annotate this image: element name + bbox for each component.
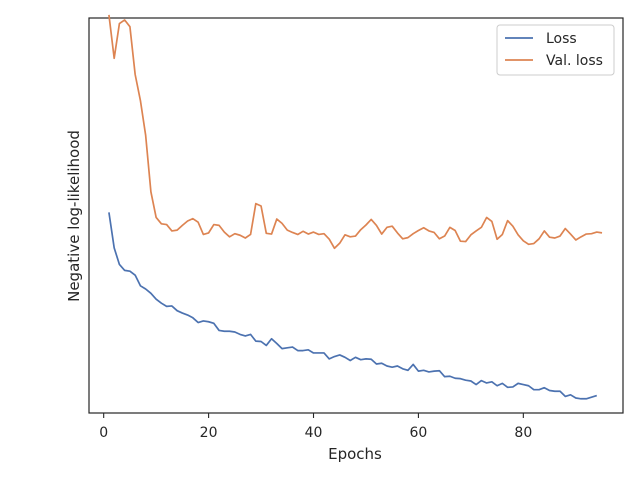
plot-area bbox=[88, 14, 624, 414]
legend-label-val-loss: Val. loss bbox=[546, 53, 603, 69]
x-tick-label: 40 bbox=[305, 425, 323, 441]
x-tick-label: 20 bbox=[200, 425, 218, 441]
legend: Loss Val. loss bbox=[496, 24, 615, 76]
series-line-loss bbox=[108, 212, 598, 400]
x-axis-ticks: 0 20 40 60 80 bbox=[99, 413, 532, 441]
x-tick-label: 80 bbox=[514, 425, 532, 441]
y-axis-label: Negative log-likelihood bbox=[65, 130, 83, 302]
x-tick-label: 0 bbox=[99, 425, 108, 441]
axes-frame bbox=[88, 17, 624, 414]
series-layer bbox=[108, 14, 603, 400]
x-tick-label: 60 bbox=[410, 425, 428, 441]
series-line-val-loss bbox=[108, 14, 603, 250]
x-axis-label: Epochs bbox=[328, 445, 382, 463]
legend-label-loss: Loss bbox=[546, 31, 577, 47]
